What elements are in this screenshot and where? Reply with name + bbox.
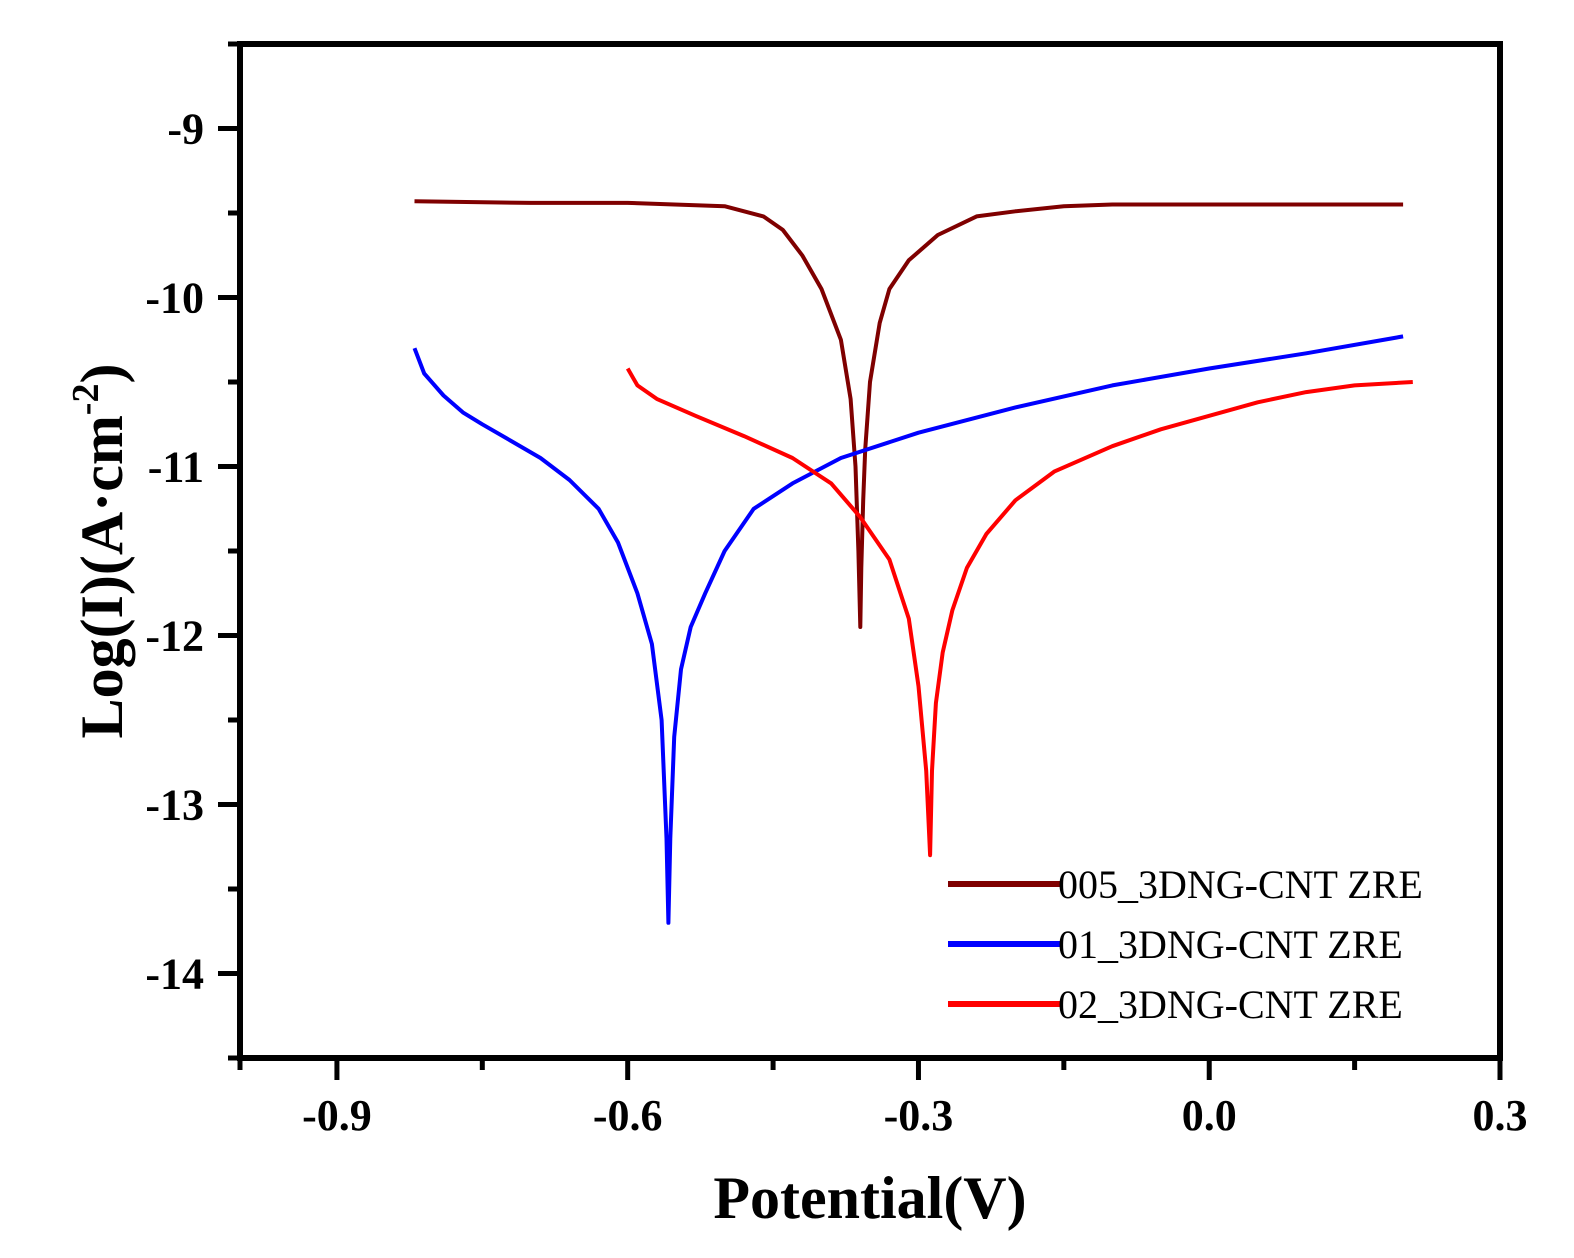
y-tick-label: -10 xyxy=(145,274,204,323)
y-axis-title: Log(I)(A·cm-2) xyxy=(65,364,135,739)
x-tick-label: -0.3 xyxy=(884,1091,954,1140)
legend-label-01: 01_3DNG-CNT ZRE xyxy=(1058,922,1403,967)
legend-label-005: 005_3DNG-CNT ZRE xyxy=(1058,862,1423,907)
x-tick-label: -0.9 xyxy=(302,1091,372,1140)
legend-label-02: 02_3DNG-CNT ZRE xyxy=(1058,982,1403,1027)
y-tick-label: -11 xyxy=(148,443,204,492)
tick-labels: -0.9 -0.6 -0.3 0.0 0.3 -14 -13 -12 -11 -10 -9 xyxy=(145,105,1527,1141)
x-axis-title: Potential(V) xyxy=(713,1165,1026,1231)
y-tick-label: -13 xyxy=(145,781,204,830)
y-tick-label: -14 xyxy=(145,950,204,999)
x-tick-label: 0.3 xyxy=(1473,1091,1528,1140)
y-tick-label: -9 xyxy=(167,105,204,154)
legend: 005_3DNG-CNT ZRE 01_3DNG-CNT ZRE 02_3DNG… xyxy=(948,862,1423,1027)
x-tick-label: 0.0 xyxy=(1182,1091,1237,1140)
y-tick-label: -12 xyxy=(145,612,204,661)
y-axis-title-main: Log(I)(A·cm xyxy=(69,415,135,738)
data-series xyxy=(412,199,1413,925)
x-tick-label: -0.6 xyxy=(593,1091,663,1140)
series-line-02 xyxy=(625,367,1413,858)
y-axis-title-superscript: -2 xyxy=(65,384,107,416)
series-line-005 xyxy=(414,199,1404,629)
y-axis-title-close: ) xyxy=(69,364,135,384)
tick-marks xyxy=(218,41,1503,1080)
series-line-01 xyxy=(412,334,1404,925)
